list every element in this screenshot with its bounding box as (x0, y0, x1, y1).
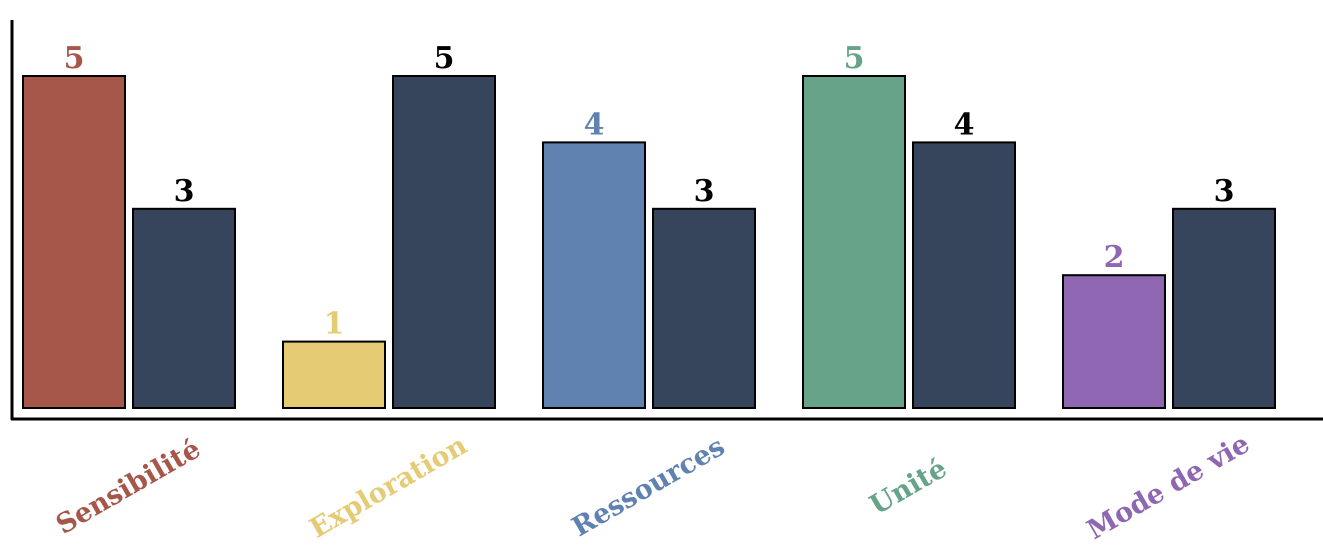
value-label-primary-3: 4 (584, 107, 605, 142)
bar-primary-2 (282, 340, 386, 410)
bar-secondary-2 (392, 75, 496, 409)
category-label-3: Ressources (567, 431, 730, 543)
bar-secondary-4 (912, 141, 1016, 409)
category-label-1: Sensibilité (51, 433, 206, 540)
bar-secondary-3 (652, 207, 756, 409)
value-label-primary-4: 5 (844, 41, 865, 76)
bar-primary-1 (22, 75, 126, 409)
value-label-secondary-5: 3 (1214, 174, 1235, 209)
category-label-2: Exploration (305, 430, 473, 545)
bar-secondary-5 (1172, 207, 1276, 409)
bar-primary-4 (802, 75, 906, 409)
category-label-4: Unité (865, 453, 952, 521)
value-label-primary-1: 5 (64, 41, 85, 76)
value-label-primary-2: 1 (324, 307, 345, 342)
value-label-secondary-1: 3 (174, 174, 195, 209)
bars-layer (22, 75, 1276, 410)
value-label-secondary-3: 3 (694, 174, 715, 209)
value-label-secondary-4: 4 (954, 107, 975, 142)
category-labels-layer: Sensibilité Exploration Ressources Unité Mod… (51, 428, 1255, 546)
bar-secondary-1 (132, 207, 236, 409)
bar-primary-5 (1062, 274, 1166, 410)
value-label-secondary-2: 5 (434, 41, 455, 76)
value-label-primary-5: 2 (1104, 240, 1125, 275)
bar-primary-3 (542, 141, 646, 409)
value-labels-layer: 5 3 1 5 4 3 5 4 2 3 (64, 41, 1235, 342)
category-label-5: Mode de vie (1082, 428, 1255, 546)
